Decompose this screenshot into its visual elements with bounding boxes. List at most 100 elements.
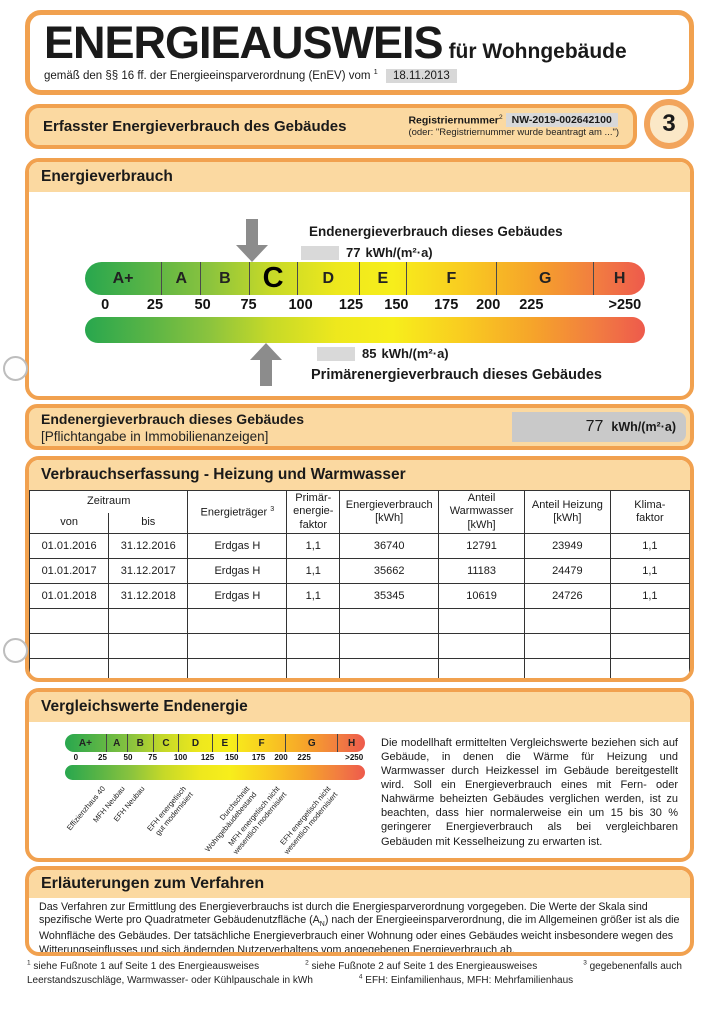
section-banner: Erfasster Energieverbrauch des Gebäudes … [25, 104, 637, 149]
scale-tick-strip: 0 25 50 75 100 125 150 175 200 225 >250 [85, 295, 645, 317]
table-cell [29, 658, 110, 678]
table-cell: 24726 [523, 583, 611, 609]
registration-number-line: Registriernummer2 NW-2019-002642100 [408, 113, 619, 128]
table-cell [523, 658, 611, 678]
table-cell [339, 633, 440, 659]
scale-tick-225: 225 [519, 297, 544, 313]
comparison-explanation-text: Die modellhaft ermittelten Vergleichswer… [381, 736, 678, 849]
explanation-text-a: Das Verfahren zur Ermittlung des Energie… [39, 901, 648, 927]
energy-class-h: H [337, 734, 365, 752]
arrow-head [250, 343, 283, 360]
primary-energy-value-row: 85 kWh/(m²·a) [317, 346, 449, 361]
page-number-badge: 3 [644, 99, 694, 149]
energy-class-h: H [593, 262, 645, 295]
table-cell [286, 608, 341, 634]
table-cell [187, 608, 288, 634]
document-title-suffix: für Wohngebäude [448, 40, 627, 63]
enev-date-field: 18.11.2013 [386, 69, 457, 84]
explanation-section: Erläuterungen zum Verfahren Das Verfahre… [25, 866, 694, 956]
comparison-scale: A+ A B C D E F G H 0 25 50 75 100 125 150 175 200 225 >250… [65, 734, 365, 856]
explanation-text-b: ) nach der Energieeinsparverordnung, die… [39, 914, 680, 956]
table-cell [108, 633, 189, 659]
footnote-ref-1: 1 [373, 67, 378, 77]
table-cell: 1,1 [609, 558, 690, 584]
table-cell: 11183 [438, 558, 525, 584]
consumption-table: Zeitraum Energieträger 3 Primär- energie… [29, 490, 690, 678]
scale-tick-0: 0 [101, 297, 110, 313]
energy-class-b: B [126, 734, 153, 752]
table-cell: 1,1 [286, 558, 341, 584]
energy-class-g: G [496, 262, 593, 295]
scale-tick-50: 50 [123, 753, 133, 762]
table-cell: 36740 [339, 533, 440, 559]
energy-class-f: F [405, 262, 496, 295]
table-cell [523, 608, 611, 634]
table-cell [187, 658, 288, 678]
energy-consumption-section: Energieverbrauch Endenergieverbrauch die… [25, 158, 694, 400]
primary-energy-arrow-up-icon [250, 343, 283, 386]
explanation-text: Das Verfahren zur Ermittlung des Energie… [29, 898, 690, 956]
arrow-shaft [245, 219, 258, 245]
primary-energy-label: Primärenergieverbrauch dieses Gebäudes [311, 367, 602, 383]
mandatory-value: 77 [585, 418, 604, 435]
footnote-ref-3: 3 [270, 504, 275, 513]
end-energy-arrow-down-icon [235, 219, 268, 262]
scale-tick-25: 25 [98, 753, 107, 762]
table-cell: 35345 [339, 583, 440, 609]
table-row: 01.01.2017 31.12.2017 Erdgas H 1,1 35662 1118… [29, 558, 690, 584]
comparison-text-1: Die modellhaft ermittelten Vergleichswer… [381, 737, 678, 792]
table-cell: 35662 [339, 558, 440, 584]
table-cell: 31.12.2016 [108, 533, 189, 559]
mandatory-text: Endenergieverbrauch dieses Gebäudes [Pfl… [29, 408, 690, 445]
table-cell [438, 658, 525, 678]
col-zeitraum: Zeitraum [29, 490, 189, 513]
footnote-ref-2: 2 [498, 113, 503, 121]
comparison-reference-labels: Effizienzhaus 40 MFH Neubau EFH Neubau EFH … [65, 782, 365, 858]
energy-class-bar: A+ A B C D E F G H [85, 262, 645, 295]
registration-block: Registriernummer2 NW-2019-002642100 (ode… [408, 113, 619, 140]
value-field-shade [301, 245, 339, 260]
table-row [29, 608, 690, 634]
subscript-n: N [319, 921, 325, 929]
comparison-section: Vergleichswerte Endenergie A+ A B C D E F G H 0 2… [25, 688, 694, 862]
section-title-vergleichswerte: Vergleichswerte Endenergie [29, 692, 690, 722]
section-title-energieverbrauch: Energieverbrauch [29, 162, 690, 192]
table-cell: 01.01.2016 [29, 533, 110, 559]
energy-class-a: A [105, 734, 127, 752]
punch-hole [3, 638, 28, 663]
table-cell: 01.01.2017 [29, 558, 110, 584]
table-row [29, 633, 690, 659]
col-von: von [29, 513, 110, 534]
table-cell [523, 633, 611, 659]
end-energy-unit: kWh/(m²·a) [365, 245, 433, 260]
energy-class-d: D [178, 734, 211, 752]
table-body: 01.01.2016 31.12.2016 Erdgas H 1,1 36740 1279… [29, 533, 690, 678]
col-bis: bis [108, 513, 189, 534]
energy-class-e: E [211, 734, 237, 752]
table-cell: 1,1 [609, 583, 690, 609]
end-energy-value-field: 77 kWh/(m²·a) [512, 412, 686, 442]
energy-class-a+: A+ [78, 737, 92, 749]
col-energieverbrauch: Energieverbrauch [kWh] [339, 490, 440, 534]
energy-class-d: D [296, 262, 359, 295]
registration-alt-text: (oder: "Registriernummer wurde beantragt… [408, 127, 619, 139]
table-row [29, 658, 690, 678]
end-energy-value: 77 [346, 245, 361, 260]
arrow-head [235, 245, 268, 262]
document-header: ENERGIEAUSWEIS für Wohngebäude gemäß den … [25, 10, 694, 95]
mandatory-line2: [Pflichtangabe in Immobilienanzeigen] [41, 428, 269, 444]
table-cell [108, 608, 189, 634]
scale-tick-150: 150 [225, 753, 239, 762]
arrow-shaft [260, 360, 273, 386]
comparison-class-bar: A+ A B C D E F G H [65, 734, 365, 752]
comparison-text-2: Soll ein Energieverbrauch eines mit Fern… [381, 779, 679, 848]
mandatory-disclosure-bar: Endenergieverbrauch dieses Gebäudes [Pfl… [25, 404, 694, 450]
energy-class-b: B [200, 262, 248, 295]
table-cell [438, 608, 525, 634]
footnote-sup: 4 [358, 973, 363, 981]
table-cell: Erdgas H [187, 583, 288, 609]
end-energy-value-row: 77 kWh/(m²·a) [301, 245, 433, 260]
table-cell [339, 608, 440, 634]
table-row: 01.01.2016 31.12.2016 Erdgas H 1,1 36740 1279… [29, 533, 690, 559]
mandatory-unit: kWh/(m²·a) [611, 420, 676, 434]
